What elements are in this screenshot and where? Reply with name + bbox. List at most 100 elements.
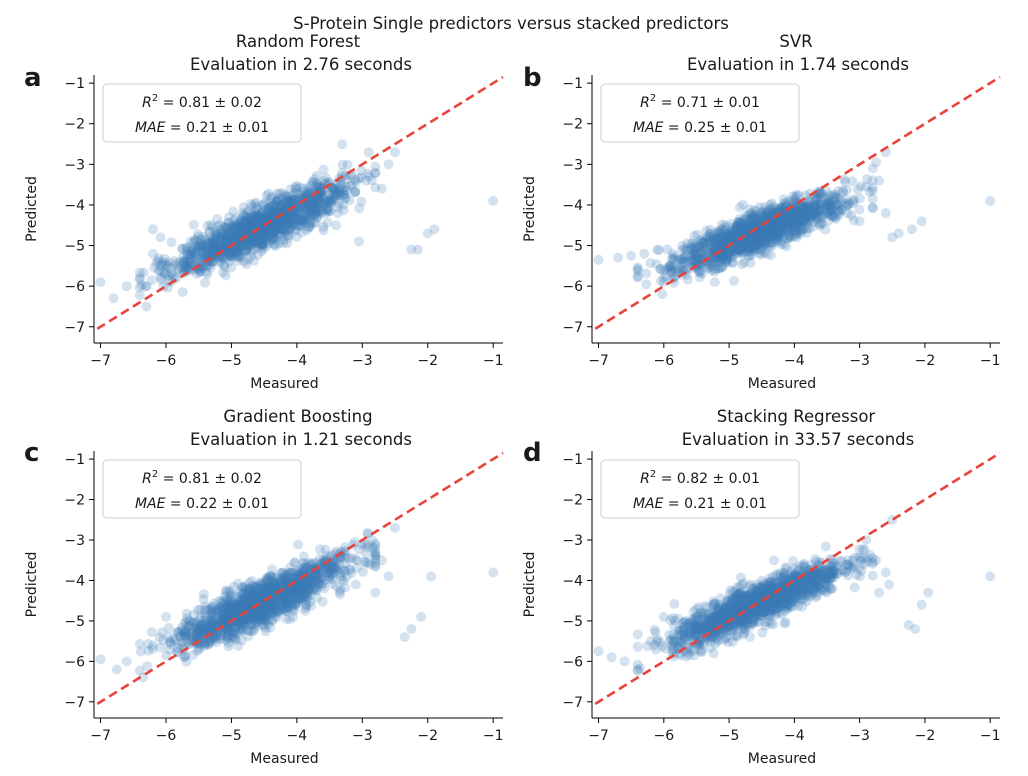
data-point: [245, 223, 256, 233]
data-point: [297, 215, 308, 226]
data-point: [206, 238, 217, 249]
data-point: [245, 219, 256, 230]
data-point: [416, 611, 427, 622]
data-point: [259, 218, 270, 229]
data-point: [264, 233, 275, 243]
data-point: [227, 222, 238, 233]
data-point: [277, 211, 288, 222]
scatter-points: [593, 147, 996, 300]
data-point: [985, 195, 996, 206]
x-axis-label: Measured: [748, 376, 816, 392]
data-point: [273, 216, 284, 227]
data-point: [284, 196, 295, 207]
data-point: [266, 207, 277, 218]
data-point: [267, 191, 277, 202]
data-point: [225, 251, 236, 262]
data-point: [715, 232, 726, 243]
data-point: [354, 236, 364, 247]
data-point: [632, 629, 643, 640]
data-point: [182, 613, 192, 624]
data-point: [262, 206, 272, 217]
data-point: [283, 230, 294, 241]
data-point: [218, 237, 228, 248]
data-point: [283, 217, 294, 228]
data-point: [294, 203, 305, 213]
x-tick-label: −5: [719, 353, 740, 369]
data-point: [210, 241, 221, 252]
data-point: [258, 582, 269, 593]
data-point: [242, 596, 253, 607]
data-point: [200, 277, 211, 288]
data-point: [258, 233, 269, 244]
data-point: [121, 281, 132, 292]
y-tick-label: −5: [64, 614, 85, 630]
data-point: [311, 195, 322, 206]
data-point: [223, 641, 234, 652]
data-point: [185, 257, 196, 268]
data-point: [228, 206, 239, 217]
data-point: [261, 229, 271, 240]
data-point: [251, 242, 262, 253]
y-tick-label: −7: [64, 320, 85, 336]
data-point: [272, 195, 283, 206]
data-point: [240, 238, 251, 249]
scatter-points: [593, 514, 996, 676]
data-point: [245, 236, 256, 247]
data-point: [196, 240, 207, 251]
data-point: [248, 234, 259, 245]
data-point: [266, 235, 277, 246]
data-point: [95, 654, 106, 665]
data-point: [215, 219, 226, 230]
data-point: [295, 188, 306, 199]
data-point: [311, 592, 322, 603]
data-point: [188, 253, 199, 264]
data-point: [325, 196, 336, 207]
data-point: [383, 571, 394, 582]
panel-title-eval: Evaluation in 2.76 seconds: [190, 55, 412, 74]
data-point: [253, 249, 264, 260]
data-point: [820, 204, 831, 215]
panel-letter: d: [523, 438, 542, 468]
data-point: [191, 241, 202, 252]
data-point: [488, 195, 499, 206]
data-point: [286, 209, 297, 220]
data-point: [191, 253, 202, 264]
data-point: [313, 197, 324, 208]
data-point: [303, 185, 314, 196]
data-point: [282, 193, 293, 204]
mae-text: MAE = 0.21 ± 0.01: [135, 120, 269, 136]
data-point: [174, 257, 185, 267]
scatter-points: [95, 139, 499, 312]
data-point: [216, 598, 227, 609]
data-point: [206, 219, 216, 230]
data-point: [304, 221, 315, 232]
data-point: [363, 147, 374, 158]
x-tick-label: −6: [156, 353, 177, 369]
data-point: [193, 263, 204, 273]
data-point: [173, 264, 184, 275]
data-point: [390, 522, 400, 533]
data-point: [791, 206, 802, 217]
data-point: [212, 252, 223, 263]
data-point: [756, 249, 767, 260]
data-point: [331, 220, 342, 231]
y-tick-label: −6: [562, 279, 583, 295]
data-point: [228, 221, 239, 232]
data-point: [253, 218, 264, 229]
data-point: [267, 228, 277, 239]
y-tick-label: −2: [562, 117, 583, 133]
data-point: [302, 592, 312, 603]
data-point: [412, 244, 423, 255]
data-point: [95, 277, 106, 288]
data-point: [652, 244, 663, 255]
data-point: [242, 239, 253, 250]
data-point: [270, 216, 281, 227]
data-point: [208, 244, 219, 255]
data-point: [268, 205, 279, 216]
data-point: [240, 217, 251, 227]
data-point: [319, 198, 330, 209]
data-point: [772, 227, 783, 238]
data-point: [169, 272, 180, 283]
